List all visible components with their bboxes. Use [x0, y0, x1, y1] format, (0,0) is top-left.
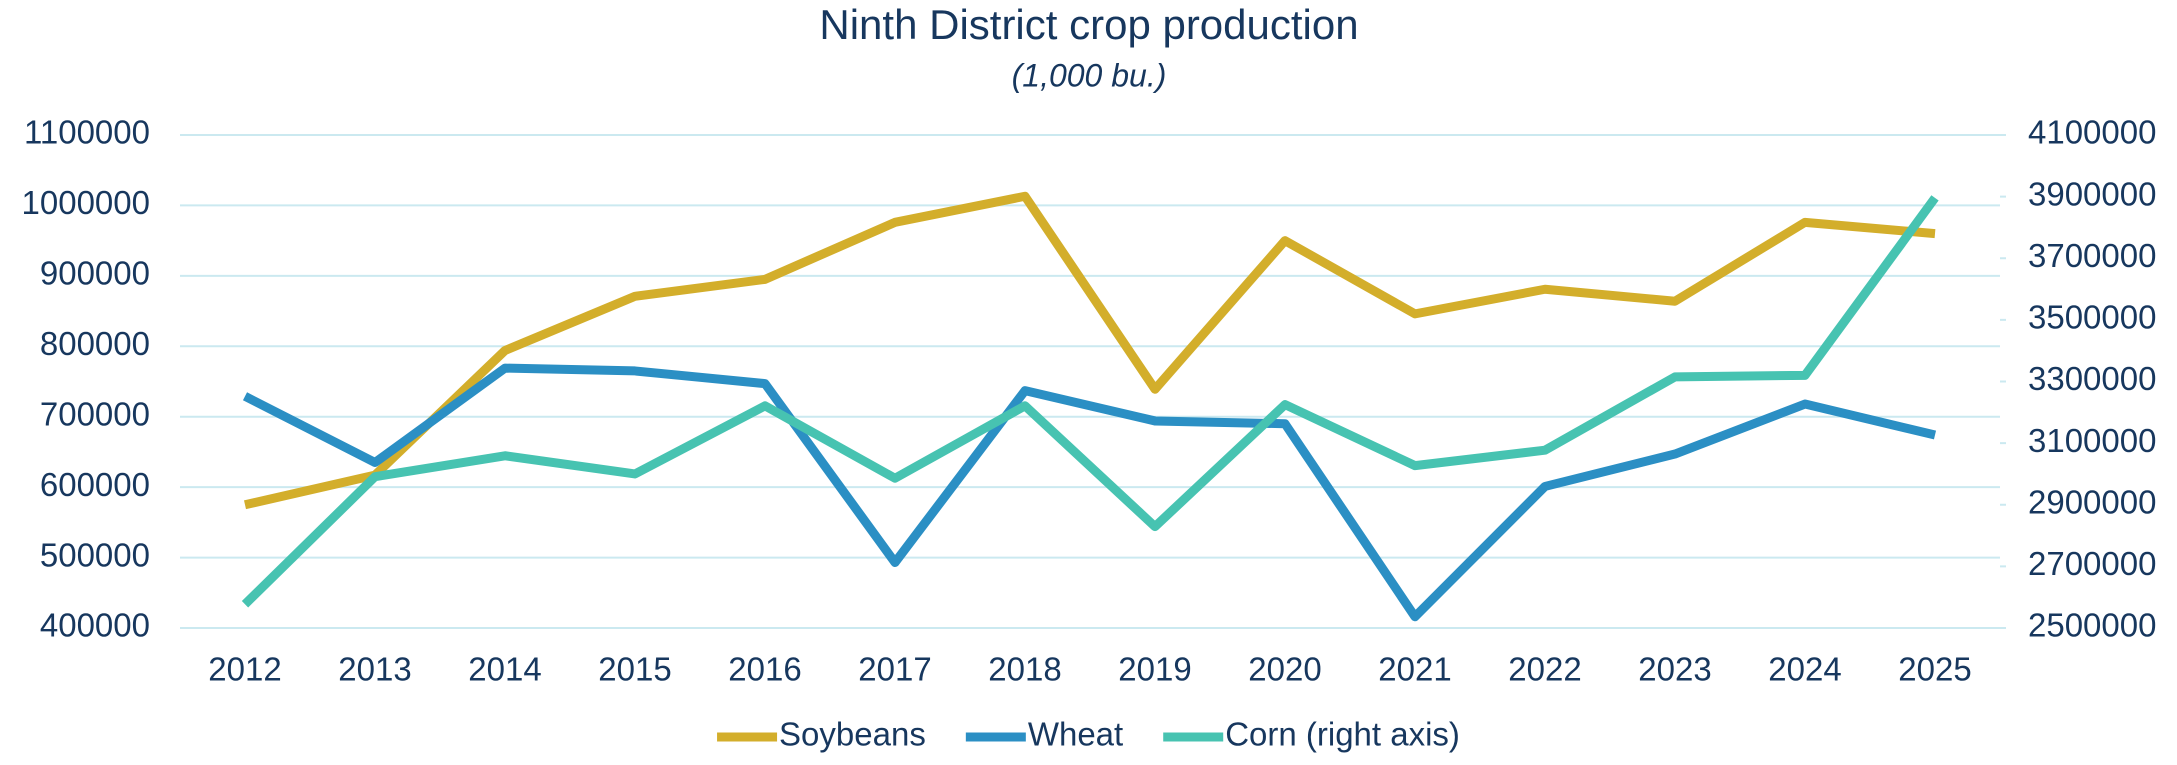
series-line: [244, 191, 1936, 510]
x-tick-label: 2013: [338, 651, 411, 688]
y2-tick-label: 2900000: [2028, 483, 2156, 520]
series-line: [242, 363, 1937, 622]
y-tick-label: 900000: [40, 255, 150, 292]
legend-label: Corn (right axis): [1225, 716, 1460, 753]
y2-tick-label: 2700000: [2028, 545, 2156, 582]
x-tick-label: 2018: [988, 651, 1061, 688]
x-tick-label: 2014: [468, 651, 541, 688]
x-tick-label: 2019: [1118, 651, 1191, 688]
x-tick-label: 2017: [858, 651, 931, 688]
x-tick-label: 2012: [208, 651, 281, 688]
chart-subtitle: (1,000 bu.): [1012, 57, 1167, 93]
legend-label: Wheat: [1028, 716, 1123, 753]
x-tick-label: 2016: [728, 651, 801, 688]
y-tick-label: 700000: [40, 395, 150, 432]
x-tick-label: 2023: [1638, 651, 1711, 688]
y2-tick-label: 3300000: [2028, 360, 2156, 397]
x-tick-label: 2022: [1508, 651, 1581, 688]
x-tick-label: 2021: [1378, 651, 1451, 688]
x-tick-label: 2025: [1898, 651, 1971, 688]
x-tick-label: 2015: [598, 651, 671, 688]
chart-title: Ninth District crop production: [819, 1, 1358, 48]
y2-tick-label: 3900000: [2028, 175, 2156, 212]
y2-tick-label: 3100000: [2028, 422, 2156, 459]
y2-tick-label: 3700000: [2028, 237, 2156, 274]
y-tick-label: 600000: [40, 466, 150, 503]
y-tick-label: 1000000: [22, 184, 150, 221]
y-tick-label: 1100000: [24, 114, 150, 151]
y-tick-label: 500000: [40, 536, 150, 573]
y-tick-label: 800000: [40, 325, 150, 362]
x-tick-label: 2024: [1768, 651, 1841, 688]
y-tick-label: 400000: [40, 607, 150, 644]
legend-label: Soybeans: [779, 716, 926, 753]
x-tick-label: 2020: [1248, 651, 1321, 688]
y2-tick-label: 3500000: [2028, 299, 2156, 336]
y2-tick-label: 4100000: [2028, 114, 2156, 151]
series-line: [241, 195, 1939, 608]
y2-tick-label: 2500000: [2028, 607, 2156, 644]
